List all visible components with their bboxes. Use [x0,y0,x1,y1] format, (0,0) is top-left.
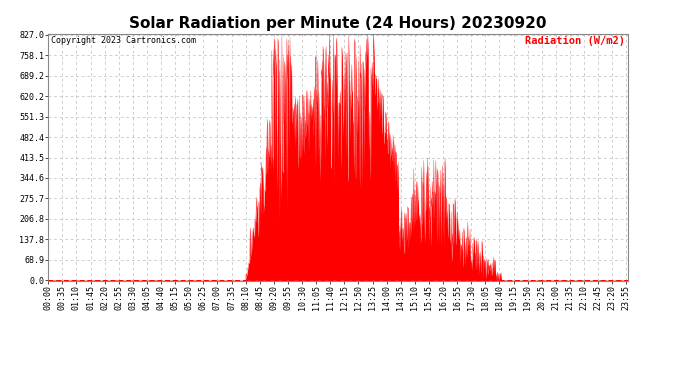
Title: Solar Radiation per Minute (24 Hours) 20230920: Solar Radiation per Minute (24 Hours) 20… [129,16,547,31]
Text: Radiation (W/m2): Radiation (W/m2) [525,36,625,46]
Text: Copyright 2023 Cartronics.com: Copyright 2023 Cartronics.com [51,36,196,45]
